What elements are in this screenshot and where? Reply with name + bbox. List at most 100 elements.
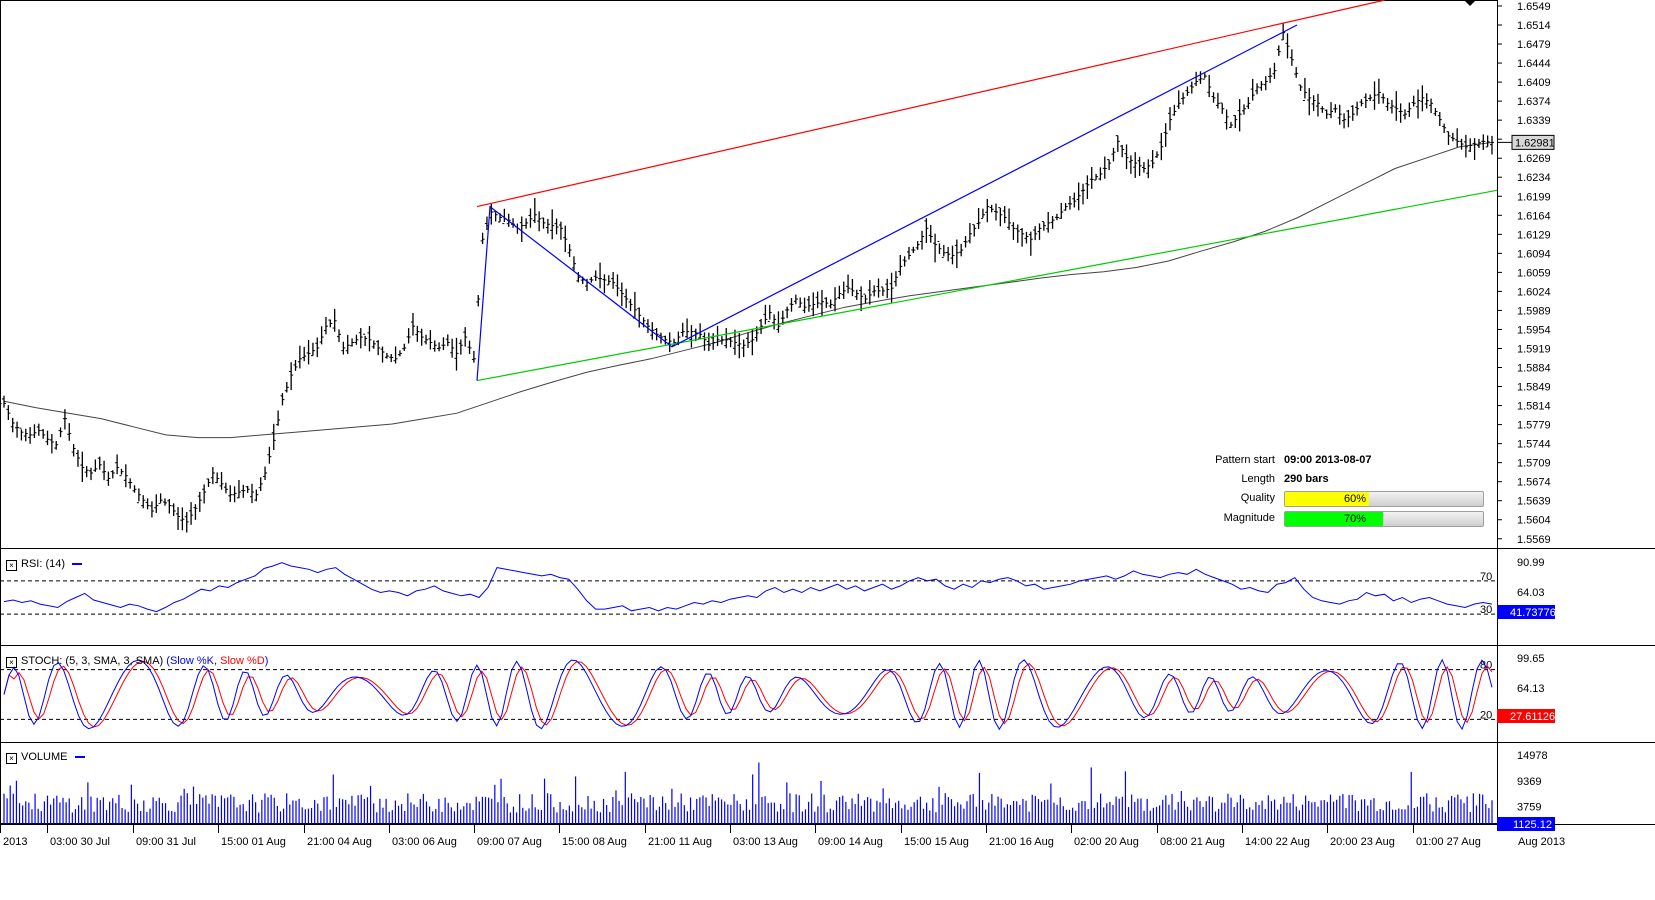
price-bar (1163, 123, 1168, 147)
price-bar (1124, 144, 1129, 170)
price-bar (1207, 74, 1212, 98)
pattern-start-label: Pattern start (1215, 454, 1275, 466)
price-bar (615, 274, 620, 297)
price-bar (393, 346, 398, 364)
price-bar (149, 501, 154, 518)
price-bar (1098, 167, 1103, 181)
price-bar (1355, 101, 1360, 116)
price-bar (267, 446, 272, 464)
price-bar (1385, 98, 1390, 111)
close-icon[interactable]: × (6, 657, 17, 668)
price-bar (441, 337, 446, 351)
price-bar (358, 328, 363, 349)
price-bar (911, 246, 916, 254)
price-bar (210, 467, 215, 485)
price-bar (1085, 175, 1090, 199)
price-bar (1324, 109, 1329, 119)
rsi-current-box (1497, 605, 1555, 619)
price-bar (189, 502, 194, 525)
price-bar (280, 393, 285, 406)
close-icon[interactable]: × (6, 753, 17, 764)
price-tick-label: 1.5709 (1517, 458, 1551, 470)
price-bar (1450, 132, 1455, 142)
price-bar (197, 491, 202, 512)
price-bar (950, 245, 955, 265)
price-bar (323, 316, 328, 335)
price-bar (1024, 231, 1029, 244)
volume-label: VOLUME (21, 751, 68, 763)
price-bar (571, 256, 576, 271)
price-bar (154, 494, 159, 513)
price-bar (1263, 76, 1268, 91)
price-tick-label: 1.5604 (1517, 515, 1551, 527)
price-bar (276, 410, 281, 426)
price-tick-label: 1.6409 (1517, 77, 1551, 89)
pattern-info: Pattern start 09:00 2013-08-07 Length 29… (1155, 454, 1485, 534)
price-bar (550, 209, 555, 240)
price-bar (258, 477, 263, 492)
price-bar (45, 430, 50, 446)
price-bar (184, 512, 189, 533)
price-bar (828, 299, 833, 309)
price-bar (1211, 92, 1216, 103)
x-tick-label: 09:00 31 Jul (136, 836, 196, 848)
price-bar (1054, 213, 1059, 221)
price-bar (454, 337, 459, 371)
price-bar (1250, 78, 1255, 101)
magnitude-value: 70% (1343, 513, 1367, 525)
stoch-label: STOCH: (5, 3, SMA, 3, SMA) (21, 655, 164, 667)
rsi-level-label: 30 (1480, 604, 1492, 616)
price-bar (1402, 109, 1407, 120)
price-bar (180, 507, 185, 531)
moving-average-line (3, 141, 1493, 439)
price-bar (141, 495, 146, 509)
price-bar (167, 498, 172, 514)
x-tick-label: 03:00 30 Jul (50, 836, 110, 848)
price-bar (363, 333, 368, 347)
price-bar (1350, 105, 1355, 121)
price-bar (602, 274, 607, 294)
price-bar (1202, 73, 1207, 80)
price-bar (410, 312, 415, 336)
price-bar (1137, 156, 1142, 176)
price-bar (1172, 104, 1177, 116)
price-bar (58, 427, 63, 438)
x-tick-label: 08:00 21 Aug (1160, 836, 1225, 848)
price-bar (1320, 106, 1325, 113)
price-bar (32, 424, 37, 438)
price-tick-label: 1.5674 (1517, 477, 1551, 489)
price-bar (589, 276, 594, 283)
price-bar (110, 470, 115, 479)
price-tick-label: 1.6339 (1517, 115, 1551, 127)
price-bar (1337, 104, 1342, 125)
price-bar (1159, 132, 1164, 161)
price-bar (1302, 77, 1307, 101)
price-bar (406, 328, 411, 344)
price-bar (1146, 159, 1151, 179)
chevron-down-icon (1464, 0, 1476, 6)
price-bar (767, 304, 772, 322)
price-bar (1346, 109, 1351, 128)
price-bar (967, 223, 972, 244)
price-bar (310, 342, 315, 357)
price-bar (1168, 107, 1173, 131)
x-tick-label: 03:00 06 Aug (392, 836, 457, 848)
price-bar (893, 271, 898, 287)
price-bar (1176, 90, 1181, 109)
price-tick-label: 1.5919 (1517, 343, 1551, 355)
price-bar (219, 471, 224, 490)
price-bar (772, 314, 777, 330)
price-bar (785, 306, 790, 319)
price-bar (1189, 81, 1194, 94)
price-bar (667, 332, 672, 353)
price-bar (1472, 138, 1477, 161)
price-bar (750, 329, 755, 356)
close-icon[interactable]: × (6, 560, 17, 571)
price-tick-label: 1.6549 (1517, 1, 1551, 13)
price-tick-label: 1.6444 (1517, 58, 1551, 70)
price-bar (1315, 93, 1320, 117)
x-tick-label: 15:00 01 Aug (221, 836, 286, 848)
price-bar (1459, 138, 1464, 150)
x-tick-label: Aug 2013 (1518, 836, 1565, 848)
price-bar (1185, 86, 1190, 96)
